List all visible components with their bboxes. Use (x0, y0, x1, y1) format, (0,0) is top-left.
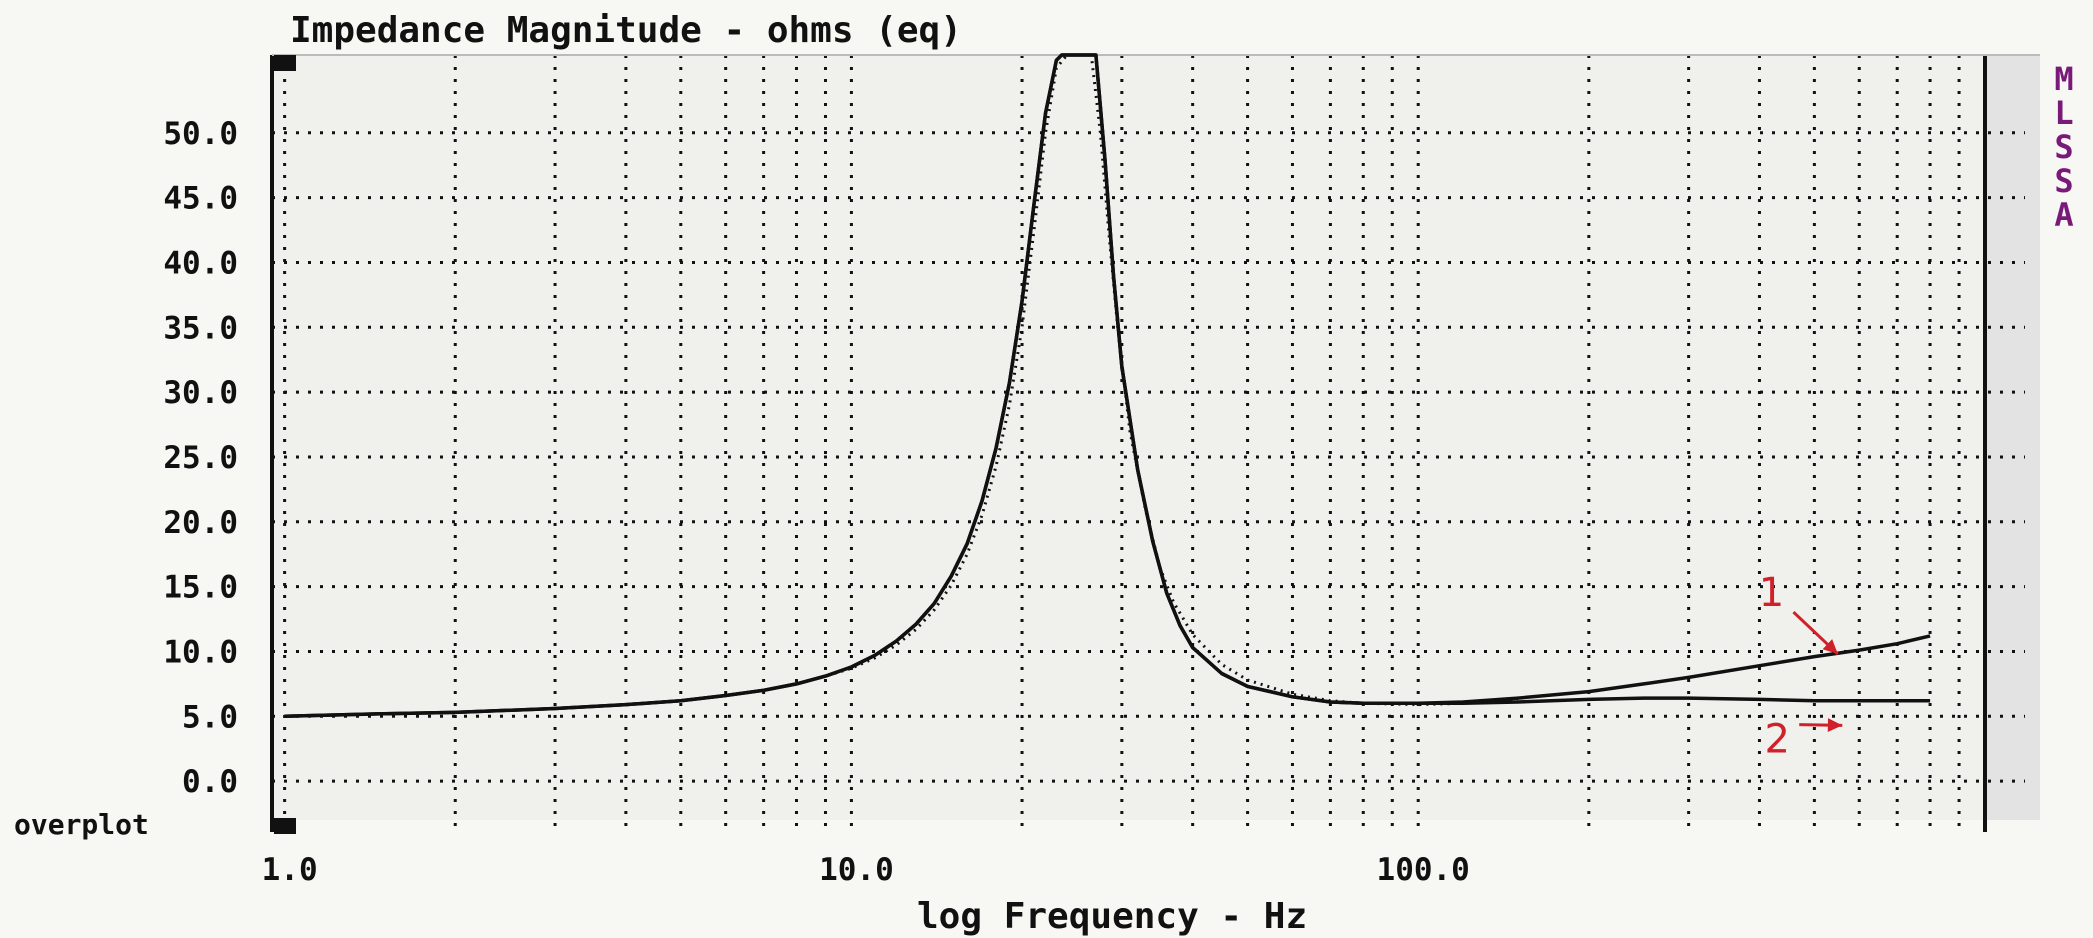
side-label: M L S S A (2054, 60, 2073, 234)
y-tick-label: 40.0 (163, 245, 238, 281)
y-tick-label: 20.0 (163, 505, 238, 541)
tick-labels: 0.0 5.0 10.0 15.0 20.0 25.0 30.0 35.0 40.0 45.0 50… (163, 116, 1470, 888)
chart-title: Impedance Magnitude - ohms (eq) (290, 10, 962, 51)
overplot-label: overplot (14, 808, 149, 841)
plot-area-background (272, 55, 1985, 820)
corner-marker-bottom (274, 818, 296, 834)
annotation-label: 1 (1759, 570, 1784, 616)
y-tick-label: 0.0 (182, 764, 238, 800)
series-layer (284, 53, 1931, 719)
y-tick-label: 50.0 (163, 116, 238, 152)
y-tick-label: 25.0 (163, 440, 238, 476)
y-tick-label: 10.0 (163, 634, 238, 670)
annotation-label: 2 (1765, 717, 1790, 763)
x-tick-label: 1.0 (262, 852, 318, 888)
right-side-panel (1985, 55, 2040, 820)
x-tick-label: 10.0 (819, 852, 894, 888)
y-tick-label: 45.0 (163, 181, 238, 217)
annotation-arrow-head (1822, 639, 1838, 655)
annotation-arrow-head (1827, 718, 1843, 733)
side-letter: L (2054, 94, 2073, 132)
x-tick-label: 100.0 (1377, 852, 1470, 888)
y-tick-label: 15.0 (163, 570, 238, 606)
x-axis-label: log Frequency - Hz (917, 896, 1307, 937)
side-letter: S (2054, 128, 2073, 166)
annotations: 12 (1759, 570, 1843, 763)
y-tick-label: 30.0 (163, 375, 238, 411)
y-tick-label: 35.0 (163, 310, 238, 346)
plot-frame (270, 54, 2040, 834)
y-tick-label: 5.0 (182, 699, 238, 735)
side-letter: M (2054, 60, 2073, 98)
side-letter: S (2054, 162, 2073, 200)
corner-marker-top (274, 55, 296, 71)
side-letter: A (2054, 196, 2073, 234)
